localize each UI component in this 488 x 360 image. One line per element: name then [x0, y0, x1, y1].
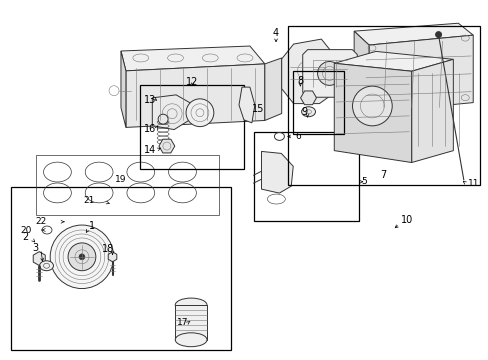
Ellipse shape [175, 333, 206, 347]
Polygon shape [302, 50, 357, 97]
Polygon shape [159, 139, 174, 153]
Text: 3: 3 [32, 243, 39, 253]
Text: 19: 19 [115, 175, 126, 184]
Text: 14: 14 [144, 145, 156, 155]
Text: 17: 17 [176, 318, 188, 327]
Polygon shape [261, 152, 293, 193]
Bar [292, 71, 343, 134]
Ellipse shape [435, 32, 441, 37]
Text: 6: 6 [295, 132, 301, 141]
Text: 13: 13 [144, 95, 156, 105]
Text: 9: 9 [301, 107, 307, 117]
Text: 15: 15 [251, 104, 264, 113]
Text: 16: 16 [144, 124, 156, 134]
Text: 22: 22 [35, 217, 46, 226]
Polygon shape [33, 252, 45, 266]
Polygon shape [411, 59, 452, 162]
Polygon shape [281, 39, 333, 104]
Text: 5: 5 [360, 177, 366, 186]
Ellipse shape [317, 62, 341, 85]
Text: 11: 11 [467, 179, 478, 188]
Polygon shape [264, 58, 281, 121]
Polygon shape [239, 87, 254, 123]
Text: 2: 2 [22, 232, 28, 242]
Text: 20: 20 [20, 226, 32, 235]
Bar [254, 132, 358, 221]
Polygon shape [368, 35, 472, 113]
Polygon shape [121, 51, 126, 127]
Bar [140, 85, 244, 169]
Ellipse shape [352, 86, 391, 126]
Polygon shape [152, 95, 190, 130]
Text: 8: 8 [296, 76, 303, 86]
Polygon shape [353, 31, 368, 113]
Ellipse shape [68, 243, 96, 271]
Text: 4: 4 [272, 28, 279, 38]
Text: 1: 1 [88, 221, 95, 231]
Text: 21: 21 [83, 196, 95, 205]
Polygon shape [334, 63, 411, 162]
Ellipse shape [158, 114, 168, 124]
Polygon shape [334, 51, 452, 71]
Text: 7: 7 [380, 170, 386, 180]
Ellipse shape [301, 107, 315, 117]
Ellipse shape [185, 99, 213, 127]
Text: 12: 12 [186, 77, 198, 87]
Bar [287, 26, 479, 185]
Polygon shape [126, 64, 264, 127]
Ellipse shape [50, 225, 114, 289]
Polygon shape [353, 23, 472, 45]
Text: 18: 18 [102, 244, 114, 254]
Polygon shape [108, 252, 117, 262]
Bar [11, 187, 231, 350]
Ellipse shape [79, 254, 85, 260]
Polygon shape [300, 91, 316, 105]
Polygon shape [121, 46, 264, 71]
Ellipse shape [175, 298, 206, 312]
Bar [175, 305, 206, 340]
Text: 10: 10 [400, 215, 412, 225]
Ellipse shape [40, 261, 53, 271]
Bar [36, 155, 219, 215]
